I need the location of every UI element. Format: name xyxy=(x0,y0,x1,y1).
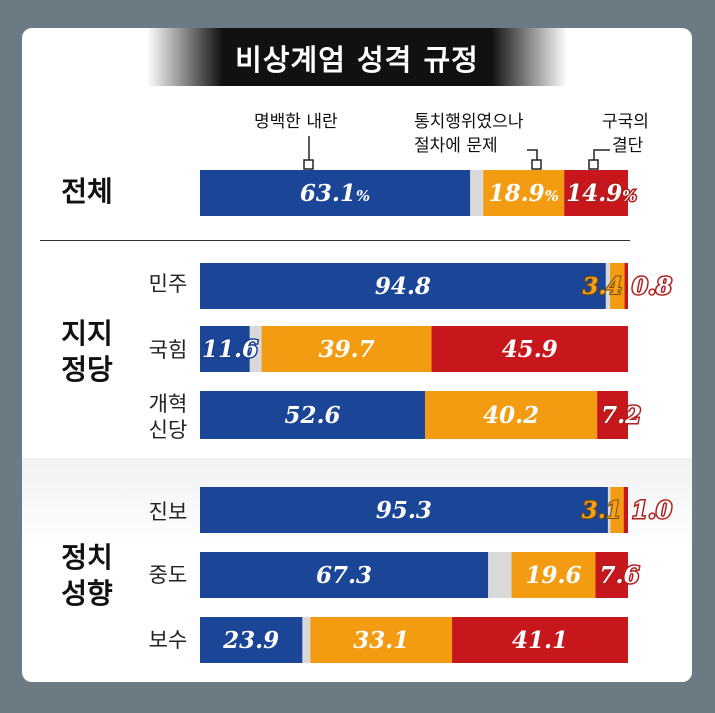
bar-moderate-red xyxy=(595,552,628,598)
chart-card: 비상계엄 성격 규정 명백한 내란 통치행위였으나 절차에 문제 구국의 결단 … xyxy=(22,28,692,682)
bar-moderate-orange xyxy=(511,552,596,598)
legend-decision-line1: 구국의 xyxy=(602,112,649,132)
data-label-kukhim-1: 39.7 xyxy=(319,336,375,363)
data-label-conservative-2: 41.1 xyxy=(512,627,568,654)
bar-kukhim-orange xyxy=(261,326,432,372)
row-label-minju: 민주 xyxy=(148,272,188,296)
title-bar: 비상계엄 성격 규정 xyxy=(147,28,567,86)
bar-conservative-orange xyxy=(310,617,453,663)
bar-moderate-blue xyxy=(200,552,489,598)
section-ideology-line1: 정치 xyxy=(61,541,113,574)
bar-kukhim-blue xyxy=(200,326,250,372)
legend-governance-line1: 통치행위였으나 xyxy=(414,112,524,132)
row-label-moderate: 중도 xyxy=(148,563,188,587)
data-label-reform-2: 7.2 xyxy=(601,402,641,429)
marker-governance xyxy=(531,159,542,170)
section-party-line1: 지지 xyxy=(61,317,113,350)
legend-decision-line2: 결단 xyxy=(612,136,644,156)
bar-kukhim-red xyxy=(431,326,628,372)
data-label-progressive-1: 3.1 xyxy=(582,497,622,524)
chart-title: 비상계엄 성격 규정 xyxy=(235,43,479,77)
bar-conservative-blue xyxy=(200,617,303,663)
section-total: 전체 xyxy=(61,175,113,208)
section-ideology-line2: 성향 xyxy=(61,577,113,610)
data-label-kukhim-2: 45.9 xyxy=(502,336,558,363)
bar-total-red xyxy=(564,170,628,216)
section-divider xyxy=(40,240,630,241)
row-label-reform-line1: 개혁 xyxy=(148,392,188,416)
data-label-minju-2: 0.8 xyxy=(632,273,672,300)
data-label-progressive-2: 1.0 xyxy=(632,497,672,524)
row-label-kukhim: 국힘 xyxy=(148,338,188,362)
bar-total-blue xyxy=(200,170,471,216)
stacked-bar-chart: 63.1% 18.9% 14.9%94.8 3.4 0.811.6 39.7 45.952.… xyxy=(200,136,674,663)
row-label-progressive: 진보 xyxy=(148,500,188,524)
data-label-moderate-0: 67.3 xyxy=(316,562,372,589)
data-label-conservative-0: 23.9 xyxy=(222,627,279,654)
bar-minju-blue xyxy=(200,263,606,309)
bar-minju-red xyxy=(624,263,628,309)
bar-minju-orange xyxy=(610,263,625,309)
bar-reform-blue xyxy=(200,391,426,439)
bar-progressive-blue xyxy=(200,487,608,533)
marker-insurrection xyxy=(303,159,314,170)
marker-decision xyxy=(588,159,599,170)
row-label-reform-line2: 신당 xyxy=(148,418,188,442)
data-label-minju-0: 94.8 xyxy=(375,273,431,300)
bar-reform-red xyxy=(597,391,628,439)
data-label-moderate-1: 19.6 xyxy=(526,562,582,589)
data-label-moderate-2: 7.6 xyxy=(599,562,639,589)
data-label-reform-0: 52.6 xyxy=(285,402,341,429)
row-label-conservative: 보수 xyxy=(148,628,188,652)
data-label-kukhim-0: 11.6 xyxy=(202,336,258,363)
section-party-line2: 정당 xyxy=(61,353,113,386)
bar-conservative-red xyxy=(452,617,628,663)
legend-insurrection: 명백한 내란 xyxy=(254,112,338,132)
bar-total-orange xyxy=(483,170,565,216)
bar-reform-orange xyxy=(425,391,598,439)
data-label-progressive-0: 95.3 xyxy=(376,497,432,524)
bar-progressive-orange xyxy=(610,487,624,533)
data-label-minju-1: 3.4 xyxy=(583,273,623,300)
bar-progressive-red xyxy=(623,487,628,533)
data-label-conservative-1: 33.1 xyxy=(353,627,409,654)
legend-governance-line2: 절차에 문제 xyxy=(414,136,498,156)
data-label-reform-1: 40.2 xyxy=(483,402,539,429)
